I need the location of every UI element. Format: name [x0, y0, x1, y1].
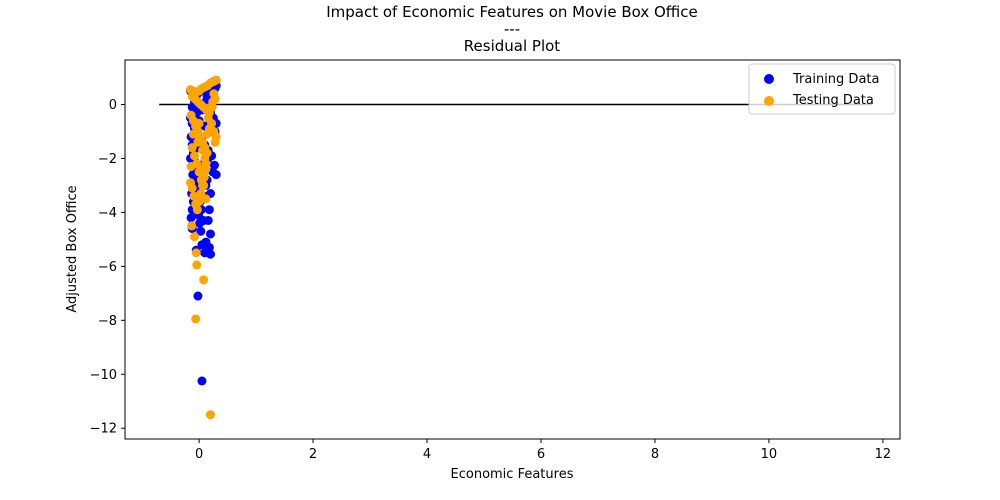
testing-point	[209, 89, 219, 99]
data-marks	[159, 75, 872, 420]
testing-point	[187, 221, 197, 231]
legend-box	[748, 63, 896, 115]
legend-label-training: Training Data	[792, 72, 879, 87]
testing-point	[200, 153, 210, 163]
chart-title-line-3: Residual Plot	[464, 37, 561, 55]
legend-label-testing: Testing Data	[792, 93, 874, 108]
training-point	[186, 213, 196, 223]
chart-title-line-2: ---	[504, 20, 520, 38]
testing-point	[198, 180, 207, 190]
training-point	[202, 91, 212, 101]
testing-point	[211, 75, 221, 85]
testing-point	[198, 145, 207, 155]
training-point	[197, 376, 207, 386]
training-point	[193, 291, 203, 301]
testing-point	[190, 232, 200, 242]
legend: Training Data Testing Data	[748, 63, 896, 115]
x-axis-label: Economic Features	[451, 467, 574, 482]
testing-point	[190, 151, 200, 161]
training-point	[205, 229, 215, 239]
x-tick-label: 2	[309, 447, 317, 462]
testing-point	[210, 137, 220, 147]
testing-point	[193, 137, 203, 147]
testing-point	[191, 248, 201, 258]
testing-point	[199, 170, 209, 180]
axis-ticks: 0 2 4 6 8 10 12 −12 −10 −8 −6 −4 −2 0	[90, 59, 901, 462]
x-tick-label: 0	[195, 447, 203, 462]
y-tick-label: −8	[98, 314, 117, 329]
training-point	[209, 160, 219, 170]
training-point	[197, 240, 207, 250]
series-testing	[186, 75, 221, 420]
testing-point	[194, 118, 204, 128]
chart-title-line-1: Impact of Economic Features on Movie Box…	[326, 3, 698, 21]
y-tick-label: −12	[90, 422, 117, 437]
testing-point	[188, 129, 198, 139]
legend-marker-training	[764, 74, 774, 84]
plot-background	[125, 60, 900, 439]
x-tick-label: 4	[423, 447, 431, 462]
testing-point	[187, 183, 197, 193]
x-tick-label: 8	[651, 447, 659, 462]
y-axis-label: Adjusted Box Office	[65, 185, 80, 312]
testing-point	[202, 129, 212, 139]
testing-point	[203, 113, 213, 123]
testing-point	[209, 126, 219, 136]
x-tick-label: 12	[875, 447, 892, 462]
y-tick-label: −6	[98, 260, 117, 275]
testing-point	[192, 260, 202, 270]
y-tick-label: −10	[90, 368, 117, 383]
testing-point	[194, 197, 204, 207]
training-point	[196, 226, 206, 236]
axes-frame	[124, 59, 901, 440]
testing-point	[208, 97, 218, 107]
x-tick-label: 10	[761, 447, 778, 462]
training-point	[199, 216, 209, 225]
training-point	[204, 242, 214, 252]
plot-area	[125, 60, 900, 439]
testing-point	[186, 162, 196, 172]
training-point	[208, 167, 218, 177]
testing-point	[192, 205, 202, 215]
testing-point	[199, 275, 209, 285]
training-point	[204, 205, 214, 215]
testing-point	[187, 143, 197, 153]
testing-point	[205, 410, 215, 420]
legend-marker-testing	[764, 96, 774, 106]
y-tick-label: 0	[109, 98, 117, 113]
testing-point	[191, 314, 201, 324]
y-tick-label: −2	[98, 152, 117, 167]
y-tick-label: −4	[98, 206, 117, 221]
x-tick-label: 6	[537, 447, 545, 462]
testing-point	[201, 194, 211, 204]
